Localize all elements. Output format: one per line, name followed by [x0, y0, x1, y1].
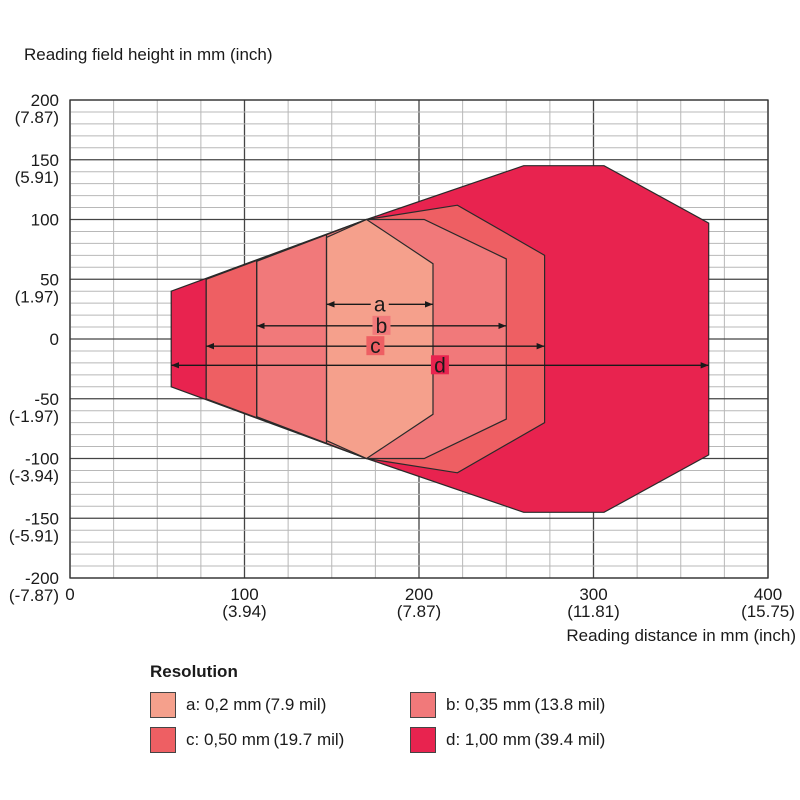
range-label-bg-c	[366, 336, 385, 356]
x-tick-label-inch: (11.81)	[567, 602, 620, 621]
x-tick-label-inch: (3.94)	[222, 602, 266, 621]
y-tick-label: 100	[31, 211, 59, 230]
x-axis-title: Reading distance in mm (inch)	[566, 626, 796, 645]
y-tick-label-inch: (-7.87)	[9, 586, 59, 605]
range-label-d: d	[434, 354, 446, 377]
legend-item-d: d: 1,00 mm (39.4 mil)	[410, 727, 605, 753]
y-tick-label: 200	[31, 91, 59, 110]
range-label-a: a	[374, 293, 386, 316]
legend-label-a: a: 0,2 mm (7.9 mil)	[186, 695, 327, 714]
x-tick-label: 400	[754, 585, 782, 604]
range-label-bg-b	[372, 315, 391, 335]
legend-swatch-a	[150, 692, 176, 718]
x-tick-label: 0	[65, 585, 74, 604]
x-tick-label-inch: (7.87)	[397, 602, 441, 621]
y-tick-label-inch: (-1.97)	[9, 407, 59, 426]
x-tick-label: 300	[579, 585, 607, 604]
legend-swatch-c	[150, 727, 176, 753]
y-tick-label: -150	[25, 509, 59, 528]
x-tick-label: 200	[405, 585, 433, 604]
y-tick-label-inch: (1.97)	[15, 287, 59, 306]
x-tick-label: 100	[230, 585, 258, 604]
legend-item-a: a: 0,2 mm (7.9 mil)	[150, 692, 326, 718]
range-label-b: b	[376, 315, 388, 338]
legend-title: Resolution	[150, 662, 238, 681]
y-tick-label: 0	[50, 330, 59, 349]
legend-label-d: d: 1,00 mm (39.4 mil)	[446, 730, 606, 749]
legend-item-c: c: 0,50 mm (19.7 mil)	[150, 727, 344, 753]
y-tick-label-inch: (-5.91)	[9, 526, 59, 545]
y-tick-label-inch: (5.91)	[15, 168, 59, 187]
legend-item-b: b: 0,35 mm (13.8 mil)	[410, 692, 605, 718]
range-label-bg-d	[430, 355, 449, 375]
range-label-c: c	[370, 335, 381, 358]
legend-swatch-d	[410, 727, 436, 753]
plot-border	[69, 99, 769, 579]
legend-label-c: c: 0,50 mm (19.7 mil)	[186, 730, 345, 749]
y-axis-title: Reading field height in mm (inch)	[24, 45, 273, 64]
y-tick-label: -50	[34, 390, 59, 409]
y-tick-label: 50	[40, 270, 59, 289]
x-tick-label-inch: (15.75)	[741, 602, 795, 621]
legend-swatch-b	[410, 692, 436, 718]
y-tick-label-inch: (-3.94)	[9, 467, 59, 486]
legend: Resolution a: 0,2 mm (7.9 mil) b: 0,35 m…	[150, 662, 710, 753]
y-tick-label: -200	[25, 569, 59, 588]
reading-field-chart: dcba200(7.87)150(5.91)10050(1.97)0-50(-1…	[9, 45, 796, 645]
y-tick-label-inch: (7.87)	[15, 108, 59, 127]
legend-label-b: b: 0,35 mm (13.8 mil)	[446, 695, 606, 714]
range-label-bg-a	[370, 294, 389, 314]
y-tick-label: 150	[31, 151, 59, 170]
y-tick-label: -100	[25, 450, 59, 469]
